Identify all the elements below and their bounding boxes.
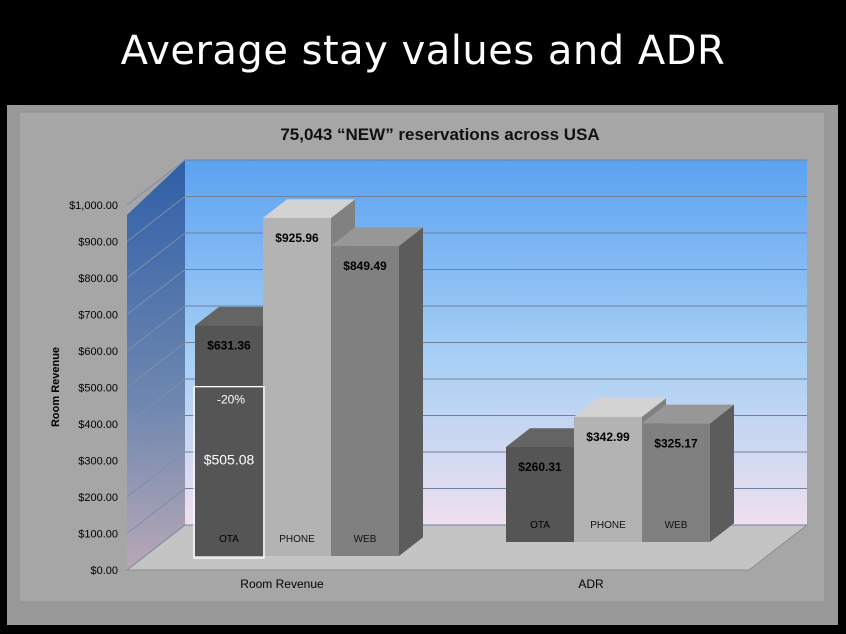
bar-top [331,227,423,246]
series-label: OTA [219,534,239,545]
y-tick-label: $800.00 [78,273,118,285]
y-tick-label: $0.00 [90,565,118,577]
gridline-side [126,159,186,206]
y-tick-label: $1,000.00 [69,200,118,212]
data-label: $342.99 [586,430,630,444]
x-category-label: Room Revenue [240,577,324,591]
gridline-side [126,232,186,279]
data-label: $631.36 [207,339,251,353]
bar-side [710,404,734,542]
y-tick-label: $400.00 [78,419,118,431]
y-tick-label: $500.00 [78,383,118,395]
y-tick-label: $100.00 [78,529,118,541]
slide-title: Average stay values and ADR [120,28,726,74]
y-tick-label: $200.00 [78,492,118,504]
annotation-change: -20% [217,393,245,407]
series-label: OTA [530,520,550,531]
bar-top [574,398,666,417]
bar-web [331,245,399,556]
y-axis-label: Room Revenue [50,347,62,427]
y-tick-label: $900.00 [78,237,118,249]
gridline-side [126,488,186,534]
bar-ota [195,325,263,556]
gridline-side [126,305,186,352]
gridline-side [126,196,186,242]
y-tick-label: $700.00 [78,310,118,322]
data-label: $325.17 [654,436,698,450]
y-tick-label: $300.00 [78,456,118,468]
bar-top [263,199,355,219]
data-label: $849.49 [343,259,387,273]
gridline-side [126,415,186,461]
annotation-box [193,385,265,559]
gridline-side [126,524,186,571]
bar-side [399,227,423,556]
bar-phone [263,218,331,556]
gridline-side [126,269,186,315]
gridline-side [126,342,186,388]
y-tick-label: $600.00 [78,346,118,358]
annotation-value: $505.08 [204,452,255,468]
series-label: WEB [354,534,377,545]
data-label: $260.31 [518,460,562,474]
data-label: $925.96 [275,231,319,245]
bar-phone [574,416,642,542]
gridline-side [126,451,186,498]
series-label: WEB [665,520,688,531]
x-category-label: ADR [578,577,604,591]
bar-web [642,423,710,542]
gridline-side [126,378,186,425]
series-label: PHONE [590,520,626,531]
bar-ota [506,446,574,542]
chart-title: 75,043 “NEW” reservations across USA [280,125,599,144]
series-label: PHONE [279,534,315,545]
bar-top [642,404,734,424]
